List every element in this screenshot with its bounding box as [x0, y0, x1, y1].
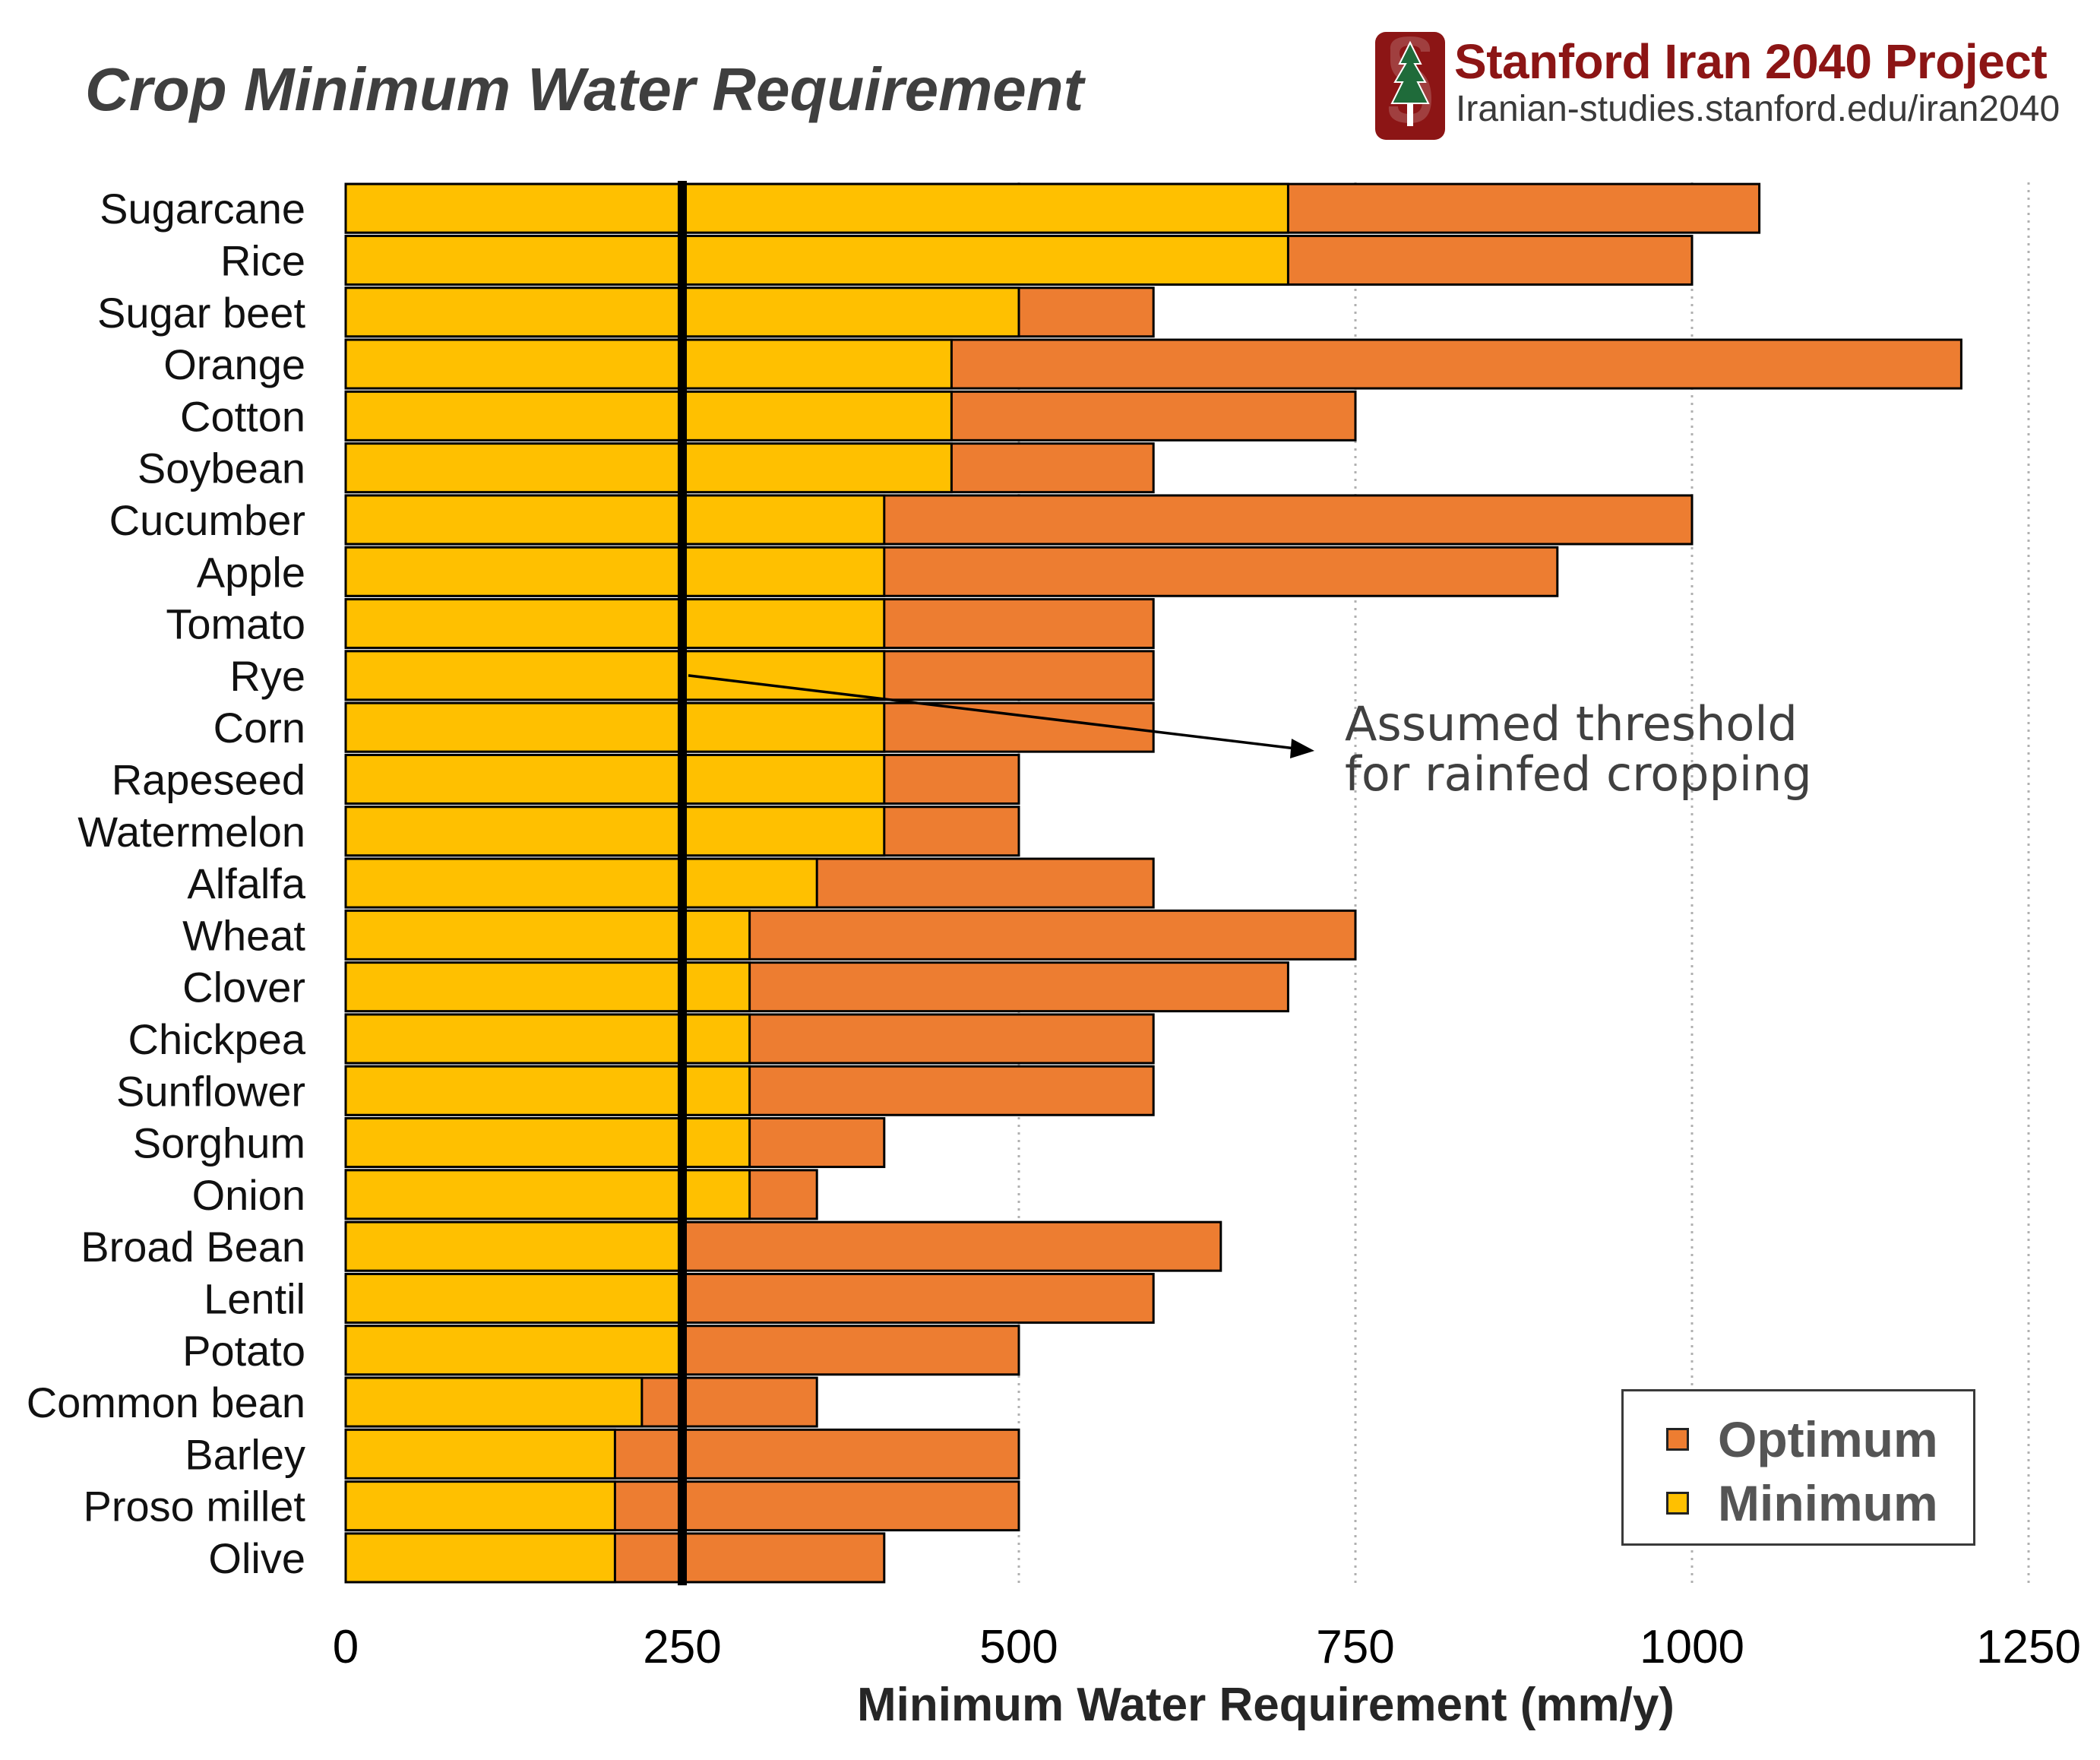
category-label-broad-bean: Broad Bean [81, 1223, 305, 1271]
x-tick-label-0: 0 [333, 1621, 359, 1673]
bar-minimum-rye [344, 650, 886, 701]
x-tick-labels: 0 250 500 750 1000 1250 [333, 1621, 2081, 1673]
bar-minimum-sugarcane [344, 182, 1289, 234]
bar-minimum-chickpea [344, 1013, 751, 1065]
x-tick-label-1250: 1250 [1976, 1621, 2081, 1673]
bar-minimum-barley [344, 1428, 616, 1480]
category-label-potato: Potato [182, 1327, 305, 1375]
brand-name: Stanford Iran 2040 Project [1454, 34, 2048, 89]
x-tick-label-250: 250 [643, 1621, 721, 1673]
bar-minimum-apple [344, 546, 886, 597]
category-label-sorghum: Sorghum [133, 1119, 305, 1167]
bar-minimum-potato [344, 1325, 684, 1376]
chart-title: Crop Minimum Water Requirement [85, 55, 1084, 123]
bar-minimum-clover [344, 961, 751, 1013]
legend-label-optimum: Optimum [1718, 1411, 1938, 1467]
bar-minimum-rapeseed [344, 753, 886, 805]
category-label-tomato: Tomato [166, 600, 305, 648]
category-label-common-bean: Common bean [27, 1379, 305, 1426]
bar-minimum-rice [344, 234, 1289, 286]
bar-minimum-lentil [344, 1272, 684, 1324]
legend-swatch-optimum [1666, 1428, 1689, 1451]
bar-minimum-common-bean [344, 1376, 644, 1428]
bar-minimum-proso-millet [344, 1480, 616, 1532]
category-label-rye: Rye [229, 652, 305, 700]
annotation-arrow-head [1290, 739, 1314, 758]
bar-minimum-watermelon [344, 806, 886, 857]
brand-url-link[interactable]: Iranian-studies.stanford.edu/iran2040 [1456, 89, 2060, 129]
bars [344, 182, 1962, 1584]
bar-minimum-cotton [344, 390, 953, 442]
bar-minimum-broad-bean [344, 1220, 684, 1272]
bar-minimum-soybean [344, 442, 953, 494]
annotation-arrow-line [688, 674, 1296, 750]
category-label-sugar-beet: Sugar beet [97, 289, 305, 337]
annotation-line-1: Assumed threshold [1345, 696, 1798, 752]
bar-minimum-corn [344, 701, 886, 753]
category-label-rapeseed: Rapeseed [112, 755, 305, 803]
category-label-chickpea: Chickpea [128, 1015, 306, 1063]
bar-minimum-onion [344, 1169, 751, 1220]
stanford-tree-logo-icon [1375, 32, 1445, 140]
category-label-apple: Apple [197, 548, 305, 596]
x-axis-label: Minimum Water Requirement (mm/y) [857, 1679, 1675, 1731]
threshold-annotation: Assumed threshold for rainfed cropping [1345, 699, 1812, 799]
category-label-lentil: Lentil [204, 1274, 305, 1322]
category-label-onion: Onion [192, 1171, 305, 1219]
category-label-cucumber: Cucumber [109, 496, 305, 544]
category-label-soybean: Soybean [138, 445, 305, 492]
category-label-cotton: Cotton [180, 392, 305, 440]
bar-minimum-cucumber [344, 494, 886, 546]
legend-swatch-minimum [1666, 1492, 1689, 1515]
bar-minimum-sorghum [344, 1117, 751, 1169]
legend-label-minimum: Minimum [1718, 1475, 1938, 1531]
category-label-wheat: Wheat [182, 911, 305, 959]
bar-minimum-sunflower [344, 1065, 751, 1116]
category-label-proso-millet: Proso millet [83, 1483, 305, 1531]
category-label-sunflower: Sunflower [116, 1067, 305, 1115]
legend-item-minimum: Minimum [1666, 1475, 1938, 1531]
legend-item-optimum: Optimum [1666, 1411, 1938, 1467]
x-tick-label-500: 500 [979, 1621, 1058, 1673]
annotation-line-2: for rainfed cropping [1345, 746, 1812, 802]
legend: Optimum Minimum [1621, 1389, 1975, 1546]
category-label-olive: Olive [208, 1534, 305, 1582]
category-label-rice: Rice [220, 236, 305, 284]
bar-minimum-alfalfa [344, 857, 818, 909]
category-label-barley: Barley [185, 1430, 305, 1478]
category-label-watermelon: Watermelon [77, 808, 305, 856]
bar-minimum-olive [344, 1532, 616, 1584]
category-label-clover: Clover [182, 964, 305, 1011]
category-label-corn: Corn [213, 704, 305, 752]
x-tick-label-1000: 1000 [1640, 1621, 1744, 1673]
x-tick-label-750: 750 [1316, 1621, 1394, 1673]
category-label-alfalfa: Alfalfa [187, 859, 305, 907]
brand-block[interactable]: Stanford Iran 2040 Project Iranian-studi… [1374, 30, 2088, 144]
bar-minimum-tomato [344, 598, 886, 650]
category-label-orange: Orange [163, 340, 305, 388]
bar-minimum-orange [344, 338, 953, 390]
category-label-sugarcane: Sugarcane [100, 185, 305, 233]
threshold-marker [678, 181, 1314, 1586]
bar-minimum-wheat [344, 909, 751, 961]
